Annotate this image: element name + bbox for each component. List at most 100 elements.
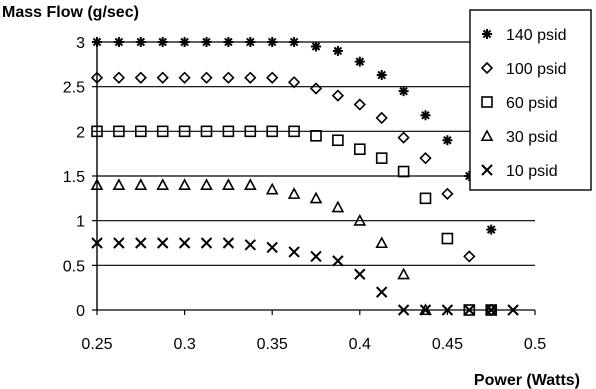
data-point — [200, 125, 213, 138]
data-point — [156, 178, 170, 190]
data-point — [156, 125, 169, 138]
data-point — [156, 237, 169, 249]
y-tick-label: 0 — [76, 303, 85, 320]
x-tick-label: 0.35 — [257, 336, 288, 353]
legend-label: 60 psid — [506, 95, 558, 112]
data-point — [332, 45, 343, 56]
data-point — [375, 286, 388, 298]
data-point — [135, 37, 146, 47]
data-point — [178, 125, 191, 138]
data-point — [222, 178, 235, 190]
data-point — [353, 143, 366, 155]
legend-label: 140 psid — [506, 27, 567, 44]
data-point — [310, 130, 322, 142]
data-point — [92, 37, 102, 47]
legend-marker — [481, 96, 493, 108]
data-point — [397, 131, 410, 144]
data-point — [91, 125, 103, 138]
data-point — [288, 125, 300, 138]
data-point — [463, 250, 476, 263]
data-point — [441, 232, 454, 245]
data-point — [113, 125, 125, 138]
data-point — [134, 71, 147, 84]
data-point — [243, 178, 257, 190]
x-tick-label: 0.5 — [524, 336, 546, 353]
data-point — [244, 125, 257, 138]
data-point — [375, 111, 388, 125]
data-point — [331, 89, 345, 102]
y-tick-label: 3 — [76, 35, 85, 52]
legend-marker — [480, 61, 494, 75]
legend-box — [469, 9, 592, 191]
data-point — [222, 125, 235, 138]
data-point — [441, 304, 454, 316]
data-point — [441, 187, 454, 200]
data-point — [179, 37, 190, 47]
data-point — [397, 304, 410, 316]
data-point — [311, 41, 321, 52]
data-point — [244, 71, 257, 84]
data-point — [178, 237, 191, 249]
data-points — [90, 37, 519, 317]
data-point — [419, 303, 432, 316]
data-point — [419, 192, 432, 205]
y-tick-label: 0.5 — [63, 258, 85, 275]
data-point — [222, 71, 235, 84]
y-tick-label: 1.5 — [63, 169, 85, 186]
data-point — [375, 152, 388, 164]
data-point — [178, 178, 191, 190]
data-point — [398, 86, 409, 97]
data-point — [507, 304, 519, 316]
data-point — [113, 237, 125, 249]
x-tick-label: 0.3 — [173, 336, 195, 353]
data-point — [419, 152, 432, 165]
data-point — [375, 236, 389, 249]
x-tick-label: 0.45 — [432, 336, 463, 353]
data-point — [200, 237, 213, 249]
data-point — [485, 304, 497, 316]
data-point — [244, 239, 257, 251]
data-point — [265, 182, 279, 195]
legend: 140 psid 100 psid 60 psid 30 psid 10 psid — [469, 9, 592, 191]
data-point — [354, 268, 366, 280]
data-point — [222, 237, 235, 249]
legend-marker — [481, 164, 493, 176]
data-point — [112, 71, 126, 84]
data-point — [112, 178, 126, 190]
data-point — [331, 200, 345, 213]
legend-marker — [482, 29, 492, 39]
data-point — [201, 37, 212, 47]
legend-label: 30 psid — [506, 129, 558, 146]
data-point — [266, 125, 279, 138]
legend-marker — [480, 129, 494, 142]
legend-label: 10 psid — [506, 163, 558, 180]
data-point — [486, 224, 497, 235]
data-point — [266, 241, 278, 254]
data-point — [287, 187, 301, 199]
legend-label: 100 psid — [506, 61, 567, 78]
tick-labels: 0 0.5 1 1.5 2 2.5 3 0.25 0.3 0.35 0.4 0.45 0.5 — [63, 35, 546, 353]
data-point — [463, 304, 476, 316]
data-point — [397, 267, 410, 280]
data-point — [91, 237, 103, 249]
data-point — [90, 178, 104, 190]
data-point — [419, 304, 432, 316]
data-point — [90, 71, 104, 84]
y-tick-label: 1 — [76, 214, 85, 231]
data-point — [376, 70, 387, 81]
data-point — [245, 37, 256, 47]
data-point — [135, 125, 147, 138]
data-point — [309, 82, 323, 95]
data-point — [397, 165, 410, 178]
data-point — [157, 37, 168, 47]
y-axis-title: Mass Flow (g/sec) — [2, 4, 139, 21]
x-tick-label: 0.4 — [349, 336, 371, 353]
data-point — [223, 37, 234, 47]
x-tick-label: 0.25 — [81, 336, 112, 353]
data-point — [332, 255, 344, 267]
data-point — [134, 178, 148, 190]
data-point — [309, 191, 323, 204]
y-tick-label: 2 — [76, 124, 85, 141]
data-point — [289, 37, 300, 47]
